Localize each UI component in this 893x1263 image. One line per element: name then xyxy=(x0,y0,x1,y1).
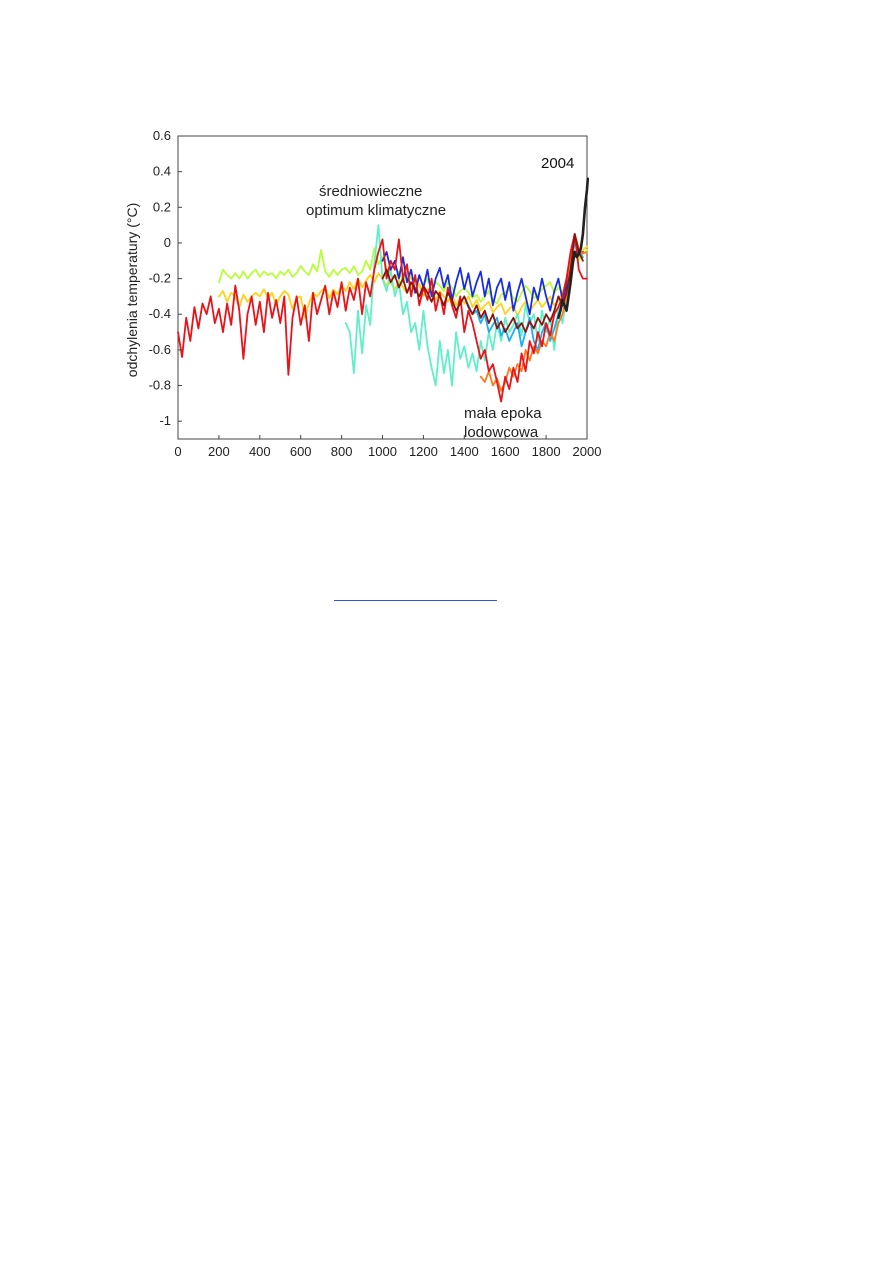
plot-frame xyxy=(177,135,588,440)
x-tick-label: 400 xyxy=(249,444,271,459)
y-axis-label: odchylenia temperatury (°C) xyxy=(124,203,140,377)
annotation-little-ice-age-line2: lodowcowa xyxy=(464,424,539,441)
series-line-2 xyxy=(344,224,576,387)
x-tick-label: 200 xyxy=(208,444,230,459)
x-tick-label: 0 xyxy=(174,444,181,459)
y-tick-label: 0.6 xyxy=(153,128,171,143)
y-tick-label: -0.4 xyxy=(149,306,171,321)
series-line-5 xyxy=(479,233,588,392)
series-line-8 xyxy=(557,177,590,320)
annotation-medieval-line1: średniowieczne xyxy=(319,183,422,200)
axis-ticks: 0 200 400 600 800 1000 1200 1400 1600 1800 2000 0.6… xyxy=(149,128,602,459)
x-tick-label: 2000 xyxy=(573,444,602,459)
x-tick-label: 1200 xyxy=(409,444,438,459)
x-tick-label: 1400 xyxy=(450,444,479,459)
y-tick-label: 0 xyxy=(164,235,171,250)
y-tick-label: -1 xyxy=(159,413,171,428)
x-tick-label: 1000 xyxy=(368,444,397,459)
x-tick-label: 1800 xyxy=(532,444,561,459)
series-line-6 xyxy=(177,233,588,403)
y-tick-label: -0.8 xyxy=(149,378,171,393)
series-line-7 xyxy=(381,233,584,334)
series-line-0 xyxy=(217,247,588,305)
annotation-little-ice-age-line1: mała epoka xyxy=(464,405,542,422)
y-tick-label: 0.4 xyxy=(153,164,171,179)
x-tick-label: 1600 xyxy=(491,444,520,459)
annotation-2004: 2004 xyxy=(541,155,574,172)
x-tick-label: 600 xyxy=(290,444,312,459)
hyperlink-underline[interactable] xyxy=(334,600,497,601)
y-tick-label: -0.2 xyxy=(149,271,171,286)
plot-area xyxy=(177,135,590,440)
annotation-medieval-line2: optimum klimatyczne xyxy=(306,202,446,219)
y-tick-label: 0.2 xyxy=(153,199,171,214)
y-tick-label: -0.6 xyxy=(149,342,171,357)
series-line-1 xyxy=(217,238,588,319)
x-tick-label: 800 xyxy=(331,444,353,459)
